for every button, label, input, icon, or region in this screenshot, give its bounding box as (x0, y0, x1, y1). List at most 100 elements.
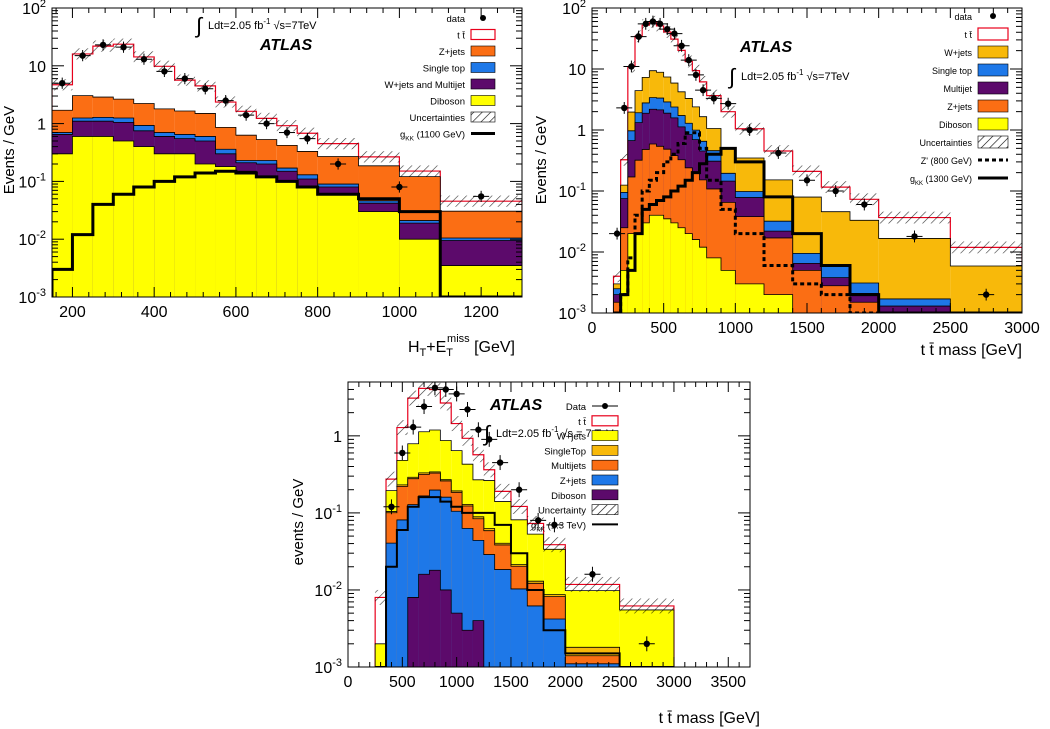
legend-label: gKK (1.3 TeV) (531, 520, 586, 533)
x-tick-label: 600 (223, 304, 250, 321)
data-point (496, 459, 504, 466)
bar-diboson (399, 239, 441, 297)
outline-diboson (52, 136, 522, 297)
bar-z-jets (543, 618, 566, 667)
data-point (120, 43, 127, 51)
data-point (775, 149, 782, 157)
y-tick-label: 10-3 (558, 303, 586, 323)
legend-label: t t̄ (578, 417, 586, 428)
data-point (710, 95, 718, 102)
x-tick-label: 400 (141, 304, 168, 321)
x-axis-label: HT+ETmiss [GeV] (408, 333, 515, 359)
legend-label: Z+jets (560, 476, 586, 487)
legend-label: Single top (932, 66, 972, 76)
legend-marker-box (470, 28, 496, 41)
chart-ht-met: 200 400 600 800 1000 1200 10-3 10-2 10-1 1 10 102 Ev… (1, 0, 523, 359)
uncertainty-band (418, 382, 430, 396)
y-tick-label: 10-2 (558, 242, 586, 262)
data-point (746, 126, 753, 134)
bar-z-jets (613, 302, 621, 313)
legend-label: SingleTop (544, 446, 586, 457)
bar-z-jets (396, 519, 408, 667)
data-point (671, 30, 678, 37)
bar-diboson (174, 153, 196, 297)
legend-marker-box (977, 81, 1009, 95)
legend-label: Uncertainty (538, 506, 586, 517)
legend-marker-dot (990, 13, 996, 19)
y-tick-label: 1 (333, 429, 342, 446)
bar-z-jets (510, 588, 528, 667)
outline-z-jets (52, 95, 522, 297)
uncertainty-band (483, 462, 495, 478)
uncertainty-band (613, 270, 621, 283)
legend-marker-dot (602, 403, 608, 409)
legend-marker-box (591, 459, 619, 471)
chart-ttbar-mass-left: 0 500 1000 1500 2000 2500 3000 10-3 10-2 10-1 1 10 1… (533, 0, 1040, 359)
data-point (464, 406, 471, 413)
legend-label: W+jets and Multijet (384, 80, 465, 91)
uncertainty-band (619, 598, 674, 614)
x-tick-label: 500 (389, 674, 416, 691)
legend-marker-hatch (591, 504, 619, 515)
data-point (79, 52, 86, 59)
uncertainty-band (494, 483, 511, 499)
bar-z-jets (699, 179, 707, 313)
bar-z-jets (483, 554, 495, 667)
data-point (442, 386, 449, 393)
data-point (420, 403, 428, 410)
data-point (664, 25, 671, 33)
uncertainty-band (440, 395, 452, 411)
x-tick-label: 0 (588, 320, 597, 337)
legend-label: Diboson (939, 120, 972, 130)
data-point (642, 20, 649, 28)
integral-sign: ∫ (727, 64, 737, 89)
bar-diboson (663, 218, 671, 313)
x-tick-label: 1200 (463, 304, 499, 321)
y-tick-label: 102 (22, 0, 46, 18)
signal-line (52, 169, 522, 297)
plot-area (52, 38, 522, 297)
outline-z-jets (613, 143, 1022, 313)
x-tick-label: 800 (304, 304, 331, 321)
bar-w-jets (375, 643, 387, 667)
y-axis-label: events / GeV (290, 479, 307, 566)
uncertainty-band (358, 151, 400, 163)
x-tick-label: 1000 (718, 320, 754, 337)
legend-marker-dot (480, 15, 486, 21)
bar-diboson (113, 140, 134, 297)
y-tick-label: 1 (37, 117, 46, 134)
bar-diboson (649, 215, 657, 313)
bar-diboson (256, 176, 277, 297)
bar-diboson (235, 171, 257, 297)
data-point (161, 68, 168, 75)
data-point (551, 521, 558, 529)
outline-w-jets-and-multijet (52, 120, 522, 297)
uncertainty-band (510, 498, 528, 514)
legend-marker-box (977, 63, 1009, 77)
bar-diboson (678, 227, 686, 313)
y-tick-label: 10-1 (18, 171, 46, 191)
data-point (304, 135, 311, 142)
legend-label: Single top (423, 64, 465, 75)
legend-label: t t̄ (964, 30, 972, 40)
x-axis-label: t t̄ mass [GeV] (921, 342, 1022, 359)
bar-diboson (133, 146, 155, 297)
legend-marker-box (591, 415, 619, 427)
uncertainty-band (543, 537, 566, 553)
y-tick-label: 10 (28, 59, 46, 76)
uncertainty-band (792, 165, 822, 178)
y-axis-label: Events / GeV (1, 106, 18, 194)
bar-z-jets (451, 511, 463, 667)
lumi-label: Ldt=2.05 fb-1 √s=7TeV (208, 17, 317, 32)
legend-marker-box (470, 95, 496, 106)
bar-diboson (462, 630, 473, 667)
legend-label: Data (566, 402, 587, 413)
legend-label: Multijets (551, 461, 586, 472)
legend-label: gKK (1300 GeV) (910, 174, 972, 187)
data-point (534, 517, 542, 524)
legend-marker-box (591, 430, 619, 441)
uncertainty-band (878, 211, 951, 224)
outline-w-jets (613, 70, 1022, 313)
outline-diboson (375, 569, 674, 667)
bar-multijets (565, 655, 620, 667)
